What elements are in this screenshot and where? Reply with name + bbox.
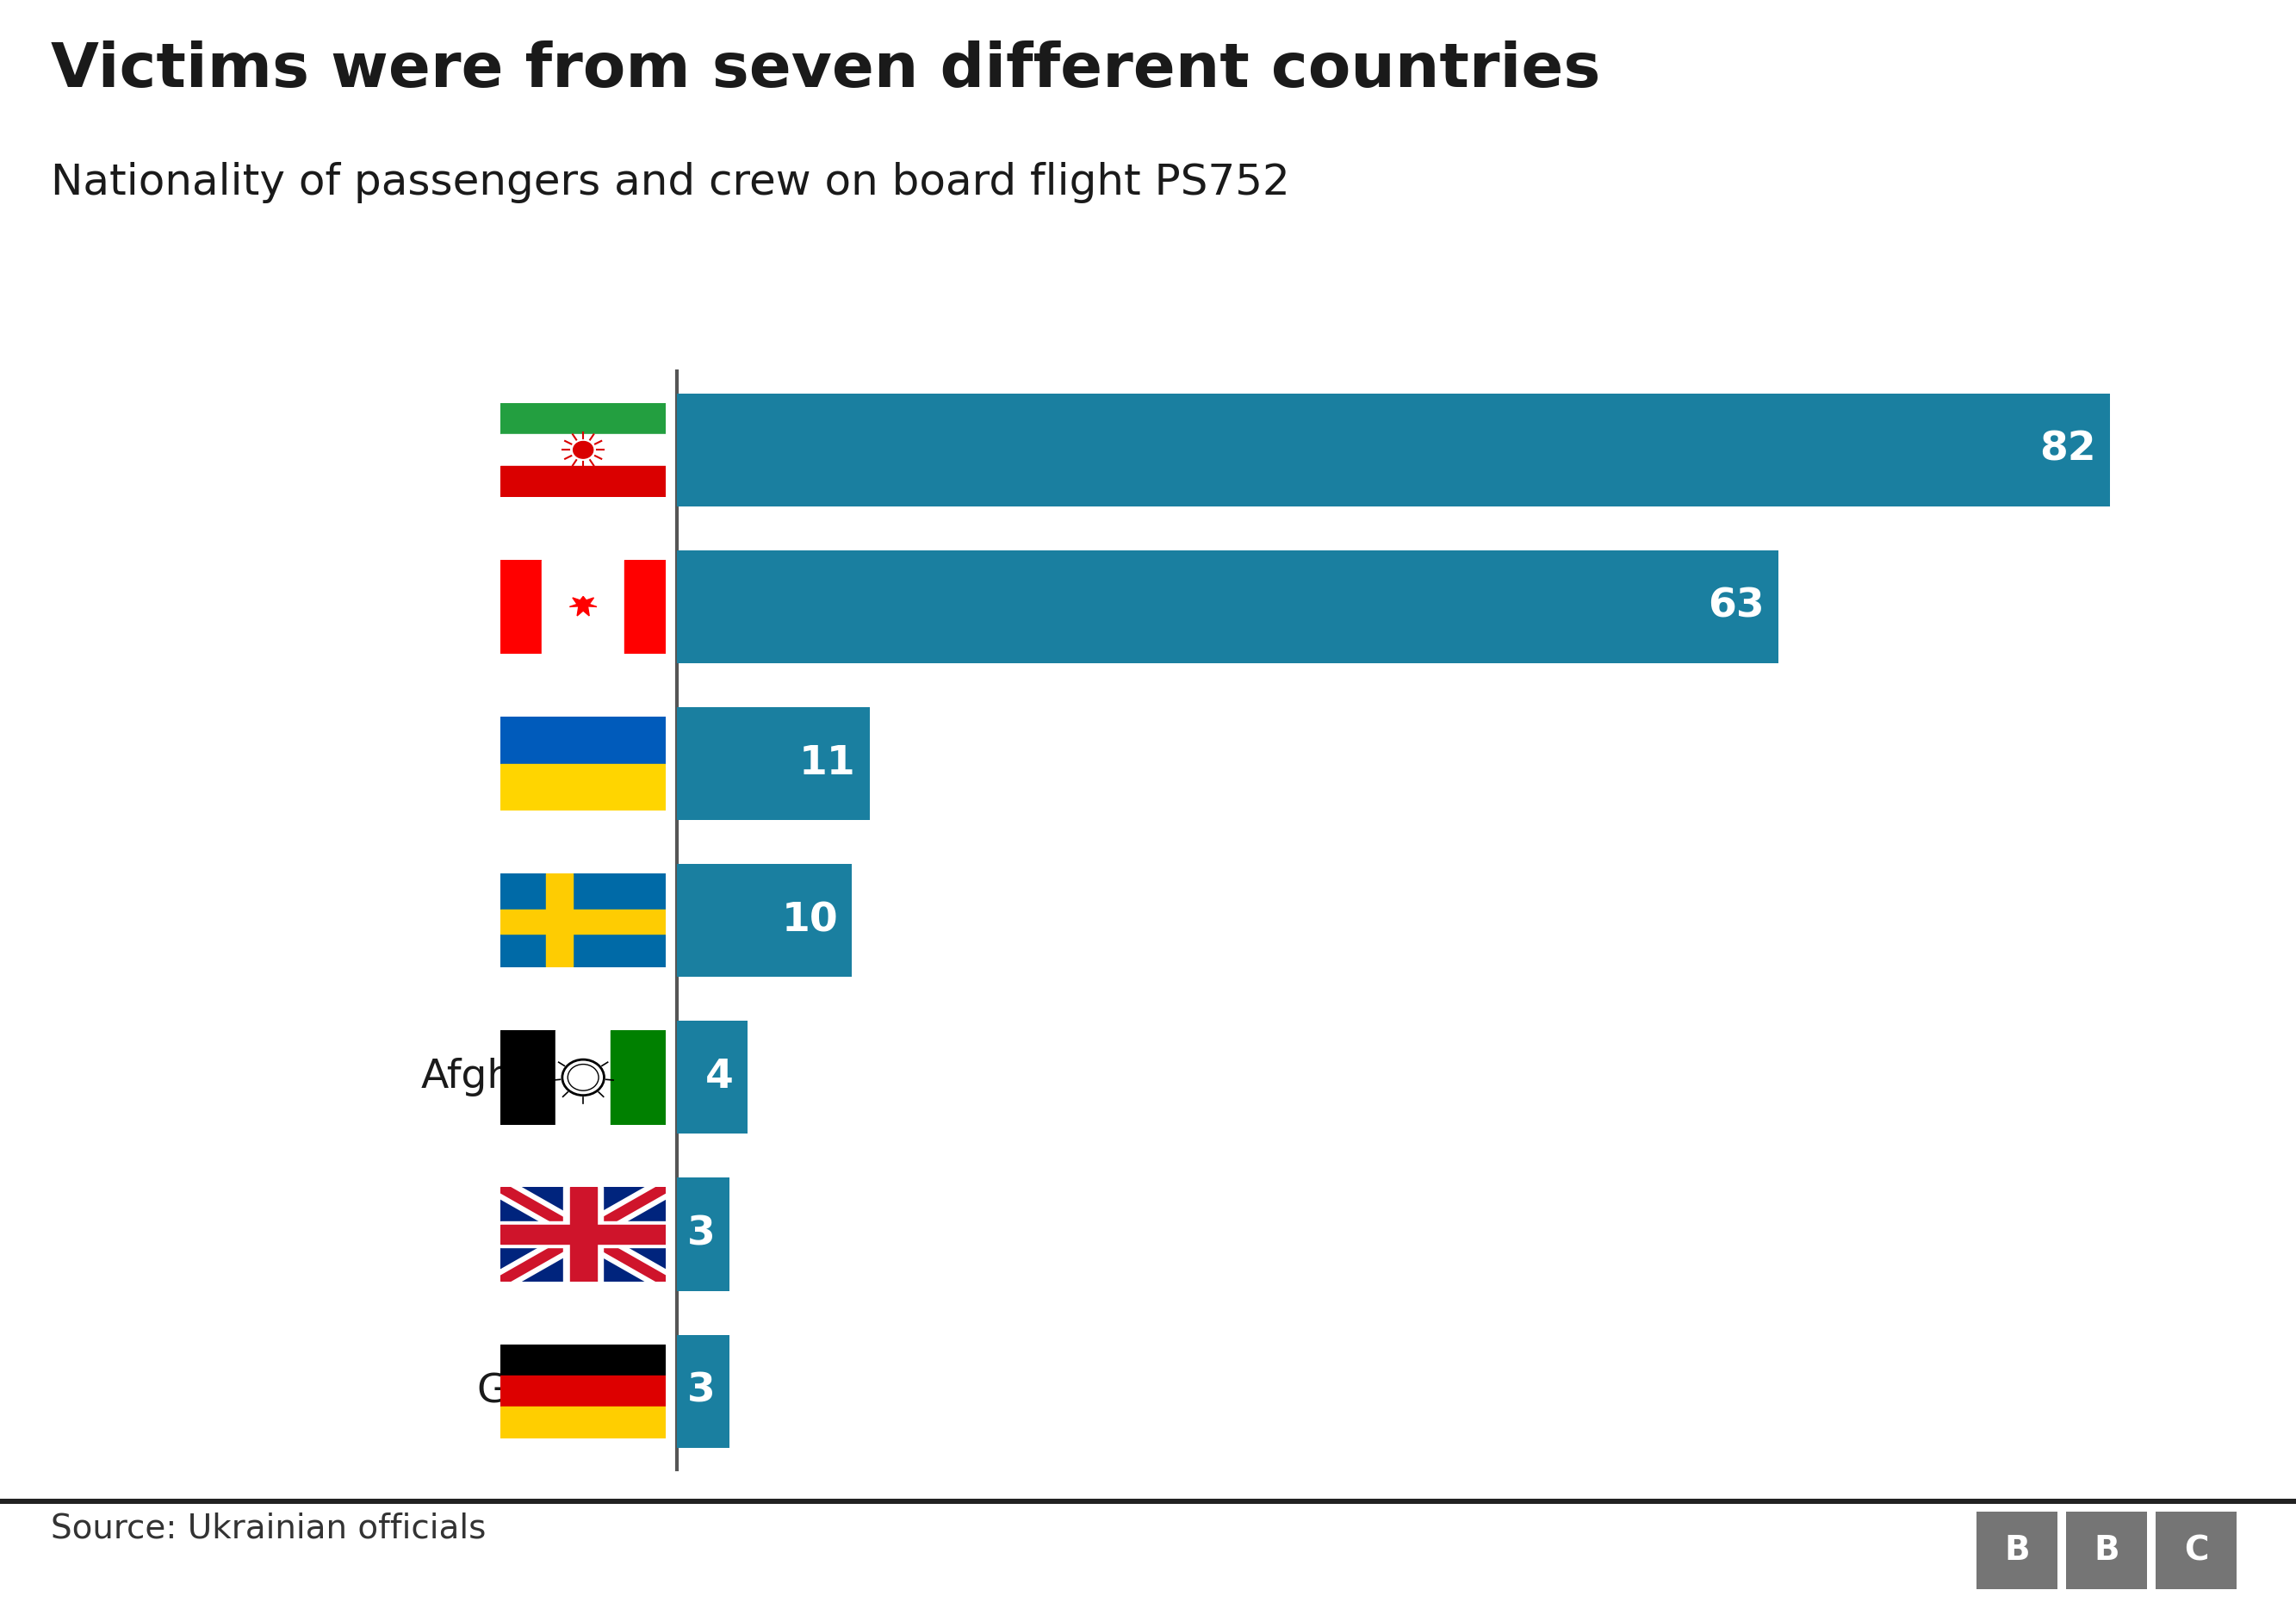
Bar [501,1376,666,1407]
Text: UK: UK [606,1214,664,1253]
Bar [556,1030,611,1124]
Bar [546,874,572,967]
Text: Source: Ukrainian officials: Source: Ukrainian officials [51,1512,487,1544]
Bar [569,1187,597,1281]
Text: 82: 82 [2039,431,2096,470]
Bar [677,394,2110,507]
Bar [501,717,666,764]
Text: 4: 4 [705,1058,732,1097]
Text: 3: 3 [687,1214,716,1253]
Text: Germany: Germany [475,1371,664,1410]
Text: Nationality of passengers and crew on board flight PS752: Nationality of passengers and crew on bo… [51,162,1290,203]
Bar [501,909,666,933]
Bar [677,1021,746,1134]
Polygon shape [569,596,597,615]
Bar [542,560,625,654]
Bar [501,1224,666,1244]
Bar [677,864,852,977]
Bar [501,434,666,465]
Bar [501,1407,666,1439]
Text: Canada: Canada [507,588,664,627]
Bar [625,560,666,654]
Text: Iran: Iran [583,431,664,470]
Bar [501,465,666,497]
Bar [501,402,666,434]
Text: 63: 63 [1708,588,1763,627]
Bar [501,560,542,654]
Text: 11: 11 [799,745,856,783]
Bar [501,1344,666,1376]
Bar [677,1334,730,1447]
Text: Afghanistan: Afghanistan [420,1058,664,1097]
Bar [677,1177,730,1290]
Text: Ukraine: Ukraine [505,745,664,783]
Circle shape [574,441,592,459]
Bar [563,1187,604,1281]
Bar [501,1221,666,1247]
Bar [677,551,1779,664]
Text: Sweden: Sweden [503,901,664,940]
Bar [677,707,870,820]
Text: C: C [2183,1534,2209,1567]
Text: 10: 10 [781,901,838,940]
Bar [501,764,666,811]
Text: B: B [2094,1534,2119,1567]
Text: Victims were from seven different countries: Victims were from seven different countr… [51,40,1600,100]
Text: 3: 3 [687,1371,716,1410]
Bar [501,1030,556,1124]
Text: B: B [2004,1534,2030,1567]
Bar [611,1030,666,1124]
